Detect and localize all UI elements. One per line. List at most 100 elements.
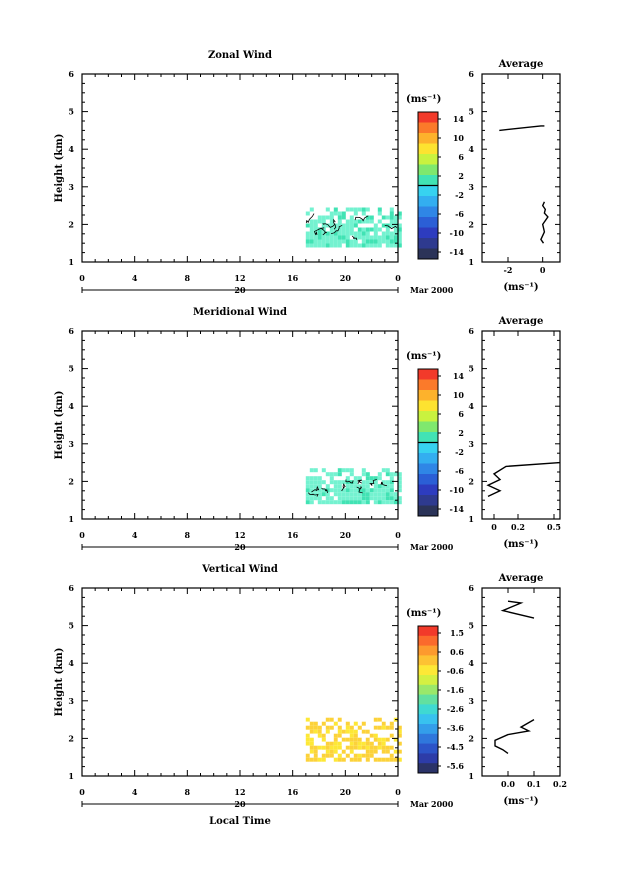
data-cell [345, 721, 350, 726]
data-cell [361, 500, 366, 505]
data-cell [373, 243, 378, 248]
data-cell [329, 235, 334, 240]
data-cell [333, 231, 338, 236]
data-cell [317, 484, 322, 489]
colorbar-segment [418, 400, 438, 412]
data-cell [325, 492, 330, 497]
data-cell [329, 476, 334, 481]
data-cell [337, 725, 342, 730]
data-cell [309, 745, 314, 750]
colorbar: (ms⁻¹) 14 10 6 2 -2 -6 -10 -14 [406, 351, 464, 517]
average-profile-line [486, 461, 561, 498]
data-cell [393, 757, 398, 762]
data-cell [309, 484, 314, 489]
colorbar-segment [418, 411, 438, 422]
data-cell [325, 207, 330, 212]
data-cell [365, 757, 370, 762]
data-cell [345, 753, 350, 758]
data-cell [353, 741, 358, 746]
data-cell [309, 737, 314, 742]
data-cell [317, 215, 322, 220]
data-cell [385, 235, 390, 240]
data-cell [393, 496, 398, 501]
data-cell [345, 219, 350, 224]
data-cell [397, 480, 402, 485]
data-cell [389, 223, 394, 228]
data-cell [381, 500, 386, 505]
data-cell [377, 207, 382, 212]
date-day-label: 20 [234, 542, 246, 552]
colorbar-segment [418, 238, 438, 249]
data-cell [385, 717, 390, 722]
data-cell [373, 729, 378, 734]
colorbar-segment [418, 665, 438, 676]
data-cell [345, 496, 350, 501]
data-cell [345, 492, 350, 497]
data-cell [385, 468, 390, 473]
avg-y-tick-label: 4 [468, 144, 474, 154]
data-cell [385, 231, 390, 236]
data-cell [353, 484, 358, 489]
data-cell [373, 737, 378, 742]
data-cell [337, 749, 342, 754]
colorbar-tick-label: 2 [458, 428, 464, 438]
data-cell [305, 235, 310, 240]
data-cell [353, 733, 358, 738]
data-cell [385, 488, 390, 493]
data-cell [373, 733, 378, 738]
data-cell [353, 235, 358, 240]
data-cell [305, 745, 310, 750]
data-cell [353, 211, 358, 216]
data-cell [345, 741, 350, 746]
avg-x-tick-label: 0 [491, 522, 497, 532]
data-cell [317, 733, 322, 738]
x-tick-label: 0 [79, 273, 85, 283]
data-cell [357, 753, 362, 758]
data-cell [309, 223, 314, 228]
colorbar-segment [418, 733, 438, 745]
data-cell [349, 468, 354, 473]
data-cell [325, 239, 330, 244]
data-cell [345, 729, 350, 734]
data-cell [305, 721, 310, 726]
data-cell [389, 231, 394, 236]
data-cell [389, 741, 394, 746]
colorbar-tick-label: -10 [450, 228, 465, 238]
colorbar-tick-label: 6 [458, 409, 464, 419]
data-cell [353, 476, 358, 481]
data-cell [309, 753, 314, 758]
data-cell [397, 729, 402, 734]
data-cell [389, 492, 394, 497]
colorbar-segment [418, 484, 438, 496]
avg-y-tick-label: 4 [468, 658, 474, 668]
data-cell [325, 500, 330, 505]
data-cell [385, 749, 390, 754]
data-cell [393, 741, 398, 746]
colorbar-segment [418, 453, 438, 464]
data-cell [349, 725, 354, 730]
colorbar-segment [418, 463, 438, 475]
data-cell [337, 235, 342, 240]
data-cell [321, 488, 326, 493]
colorbar-frame [417, 625, 439, 774]
avg-y-tick-label: 2 [468, 476, 474, 486]
y-tick-label: 4 [68, 658, 74, 668]
panel-title: Zonal Wind [208, 50, 272, 61]
avg-x-tick-label: 0.2 [553, 779, 567, 789]
data-cell [361, 472, 366, 477]
data-cell [317, 757, 322, 762]
data-cell [341, 717, 346, 722]
x-tick-label: 0 [395, 530, 401, 540]
data-cell [329, 227, 334, 232]
data-cell [365, 500, 370, 505]
data-cell [385, 239, 390, 244]
data-cell [325, 488, 330, 493]
data-cell [313, 757, 318, 762]
data-cell [333, 737, 338, 742]
data-cell [337, 243, 342, 248]
colorbar-segment [418, 645, 438, 656]
data-cell [345, 476, 350, 481]
data-cell [373, 223, 378, 228]
colorbar-unit: (ms⁻¹) [406, 351, 441, 362]
data-cell [317, 480, 322, 485]
